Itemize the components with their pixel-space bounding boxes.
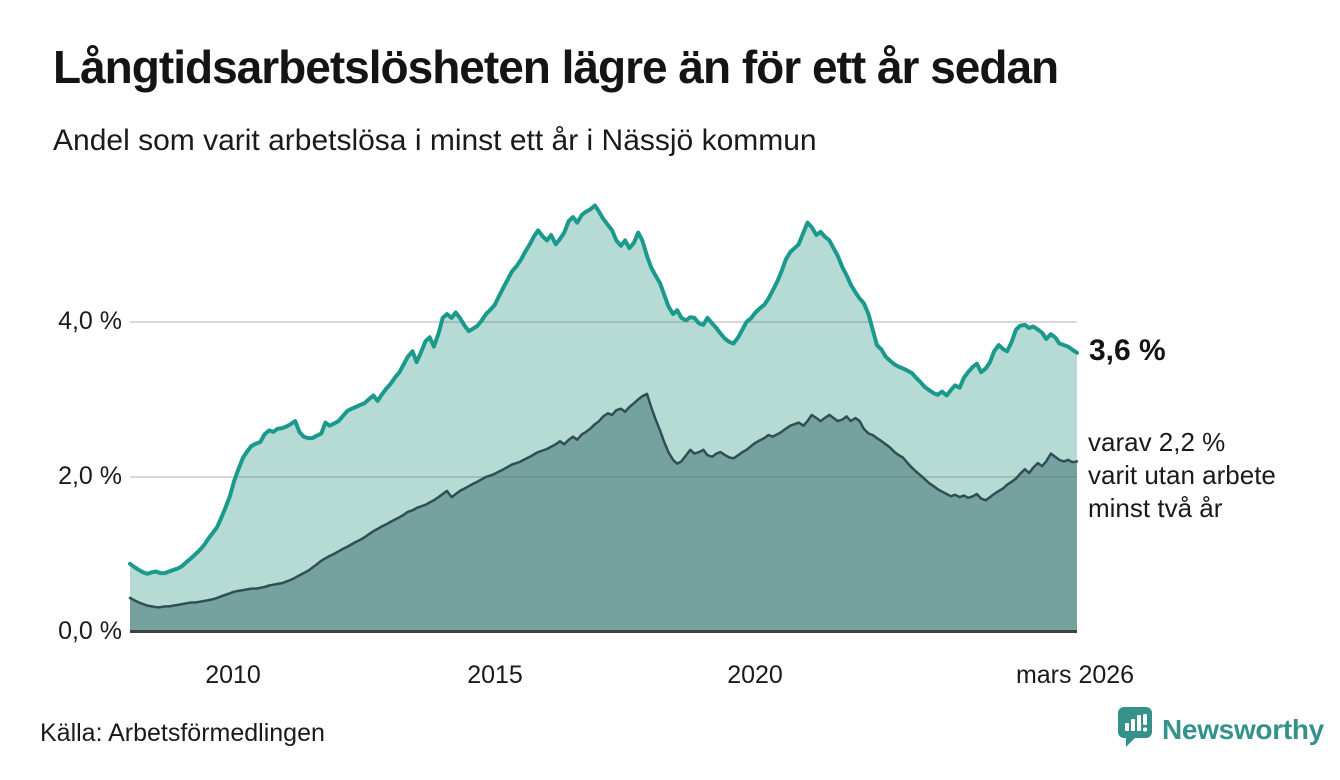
source-attribution: Källa: Arbetsförmedlingen [40, 719, 325, 747]
logo-bar-1 [1125, 723, 1129, 731]
end-value-label: 3,6 % [1089, 334, 1166, 367]
newsworthy-bubble-icon [1118, 707, 1152, 747]
series-1-line [128, 203, 1079, 576]
series-2-line [128, 392, 1079, 609]
end-note-line-2: varit utan arbete [1088, 460, 1276, 490]
series-2-area [130, 393, 1077, 632]
y-tick-0: 0,0 % [58, 617, 122, 645]
y-tick-4: 4,0 % [58, 307, 122, 335]
logo-exclamation-dot [1143, 727, 1147, 732]
logo-exclamation-stem [1143, 714, 1147, 725]
x-tick-2020: 2020 [727, 661, 783, 689]
chart-subtitle: Andel som varit arbetslösa i minst ett å… [53, 124, 817, 157]
x-tick-mars-2026: mars 2026 [1015, 661, 1135, 689]
newsworthy-wordmark: Newsworthy [1162, 714, 1324, 745]
end-note-line-1: varav 2,2 % [1088, 427, 1226, 457]
logo-bar-2 [1131, 719, 1135, 731]
x-tick-2015: 2015 [467, 661, 523, 689]
page-title: Långtidsarbetslösheten lägre än för ett … [53, 41, 1059, 93]
end-note-label: varav 2,2 % varit utan arbete minst två … [1088, 426, 1276, 525]
logo-bar-3 [1137, 715, 1141, 731]
x-tick-2010: 2010 [205, 661, 261, 689]
newsworthy-logo: Newsworthy [1117, 706, 1324, 748]
end-note-line-3: minst två år [1088, 493, 1223, 523]
y-tick-2: 2,0 % [58, 462, 122, 490]
